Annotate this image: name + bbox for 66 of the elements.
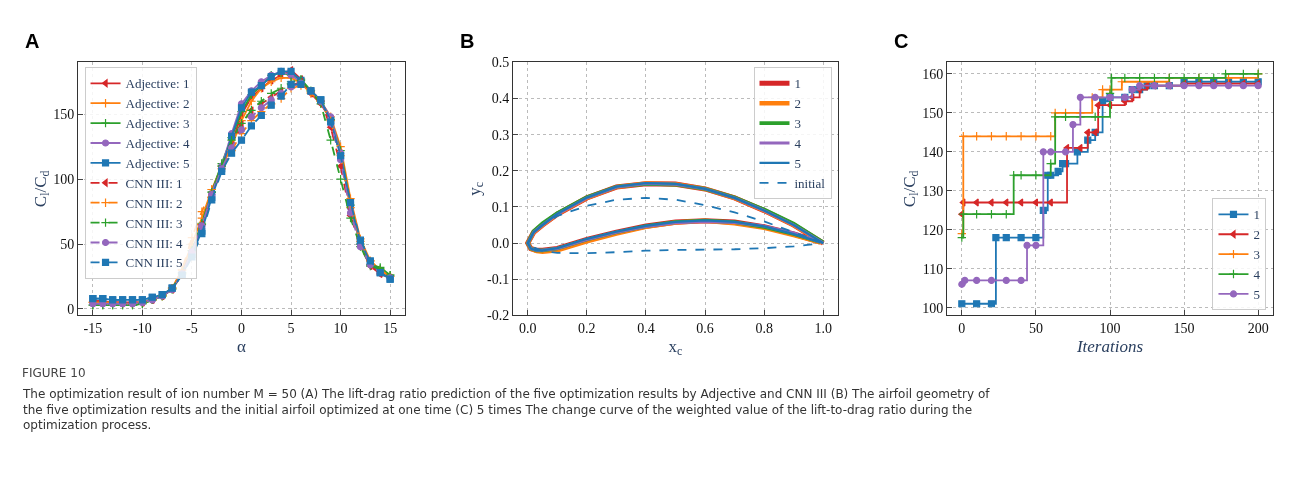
legend-label: CNN III: 4 (125, 235, 184, 251)
y-tick-label: 160 (922, 66, 944, 82)
legend-label: 1 (794, 76, 801, 92)
y-tick-label: -0.1 (487, 272, 510, 288)
legend-label: CNN III: 5 (125, 255, 183, 271)
y-tick-label: 100 (922, 300, 944, 316)
x-tick-label: 0.8 (755, 321, 773, 337)
legend-label: initial (794, 175, 826, 191)
y-tick-label: 0.5 (491, 55, 510, 71)
y-tick-label: 130 (922, 183, 944, 199)
x-tick-label: -15 (83, 321, 103, 337)
x-tick-label: 50 (1028, 321, 1043, 337)
x-tick-label: 150 (1173, 321, 1195, 337)
x-tick-label: 0.2 (578, 321, 596, 337)
x-tick-label: 100 (1099, 321, 1121, 337)
y-tick-label: 100 (53, 172, 75, 188)
x-tick-label: 1.0 (814, 321, 832, 337)
x-axis-title: Iterations (1075, 336, 1144, 356)
legend-label: 4 (794, 136, 802, 152)
caption: FIGURE 10 (22, 366, 86, 380)
y-tick-label: 0.0 (491, 236, 510, 252)
chart-title: C (894, 30, 909, 52)
chart-title: A (25, 30, 40, 52)
legend-label: 5 (794, 155, 801, 171)
legend-label: 4 (1253, 267, 1261, 283)
y-tick-label: 0 (67, 301, 75, 317)
x-tick-label: 0.4 (637, 321, 655, 337)
legend-label: 3 (1253, 247, 1260, 263)
legend-label: 1 (1253, 207, 1260, 223)
chart-title: B (460, 30, 475, 52)
legend-label: Adjective: 3 (125, 116, 190, 132)
y-tick-label: 0.4 (491, 91, 510, 107)
x-tick-label: 200 (1247, 321, 1269, 337)
legend-label: CNN III: 2 (125, 195, 183, 211)
x-tick-label: 10 (333, 321, 348, 337)
legend-label: Adjective: 1 (125, 76, 190, 92)
y-tick-label: 140 (922, 144, 944, 160)
legend-label: 2 (794, 96, 801, 112)
y-tick-label: 120 (922, 222, 944, 238)
legend-label: Adjective: 5 (125, 155, 190, 171)
y-tick-label: 110 (922, 261, 944, 277)
legend-label: Adjective: 2 (125, 96, 190, 112)
legend-label: CNN III: 1 (125, 175, 183, 191)
y-tick-label: 0.2 (491, 163, 510, 179)
y-tick-label: -0.2 (487, 308, 510, 324)
legend-label: Adjective: 4 (125, 136, 190, 152)
x-axis-title: x$_{c}$ (668, 336, 683, 359)
y-tick-label: 0.1 (491, 199, 510, 215)
x-tick-label: 0.6 (696, 321, 714, 337)
x-tick-label: -10 (133, 321, 152, 337)
legend-label: CNN III: 3 (125, 215, 183, 231)
y-tick-label: 150 (53, 107, 75, 123)
x-tick-label: 15 (383, 321, 398, 337)
legend-label: 3 (794, 116, 801, 132)
x-axis-title: α (237, 336, 247, 356)
x-tick-label: 0.0 (519, 321, 537, 337)
legend-label: 2 (1253, 227, 1260, 243)
y-tick-label: 0.3 (491, 127, 510, 143)
text: The optimization result of ion number M = 50 (A) The lift-drag ratio prediction of the five optimization results by Adjective and CNN III (B) The airfoil geometry of the five optimization results and the initial airfoil optimized at one time (C) 5 times The change curve of the weighted value of the lift-to-drag ratio during the optimization process. (22, 387, 991, 433)
legend-label: 5 (1253, 287, 1260, 302)
x-tick-label: 0 (238, 321, 245, 337)
x-tick-label: -5 (186, 321, 198, 337)
y-tick-label: 150 (922, 105, 944, 121)
x-tick-label: 0 (958, 321, 966, 337)
y-tick-label: 50 (60, 236, 75, 252)
x-tick-label: 5 (287, 321, 295, 337)
